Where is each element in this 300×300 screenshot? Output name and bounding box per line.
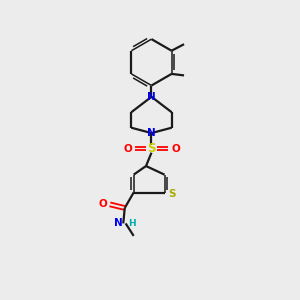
Text: H: H [129, 219, 136, 228]
Text: N: N [114, 218, 123, 228]
Text: O: O [123, 143, 132, 154]
Text: S: S [147, 142, 156, 155]
Text: N: N [147, 92, 156, 102]
Text: O: O [171, 143, 180, 154]
Text: N: N [147, 128, 156, 138]
Text: O: O [99, 200, 107, 209]
Text: S: S [168, 189, 176, 199]
